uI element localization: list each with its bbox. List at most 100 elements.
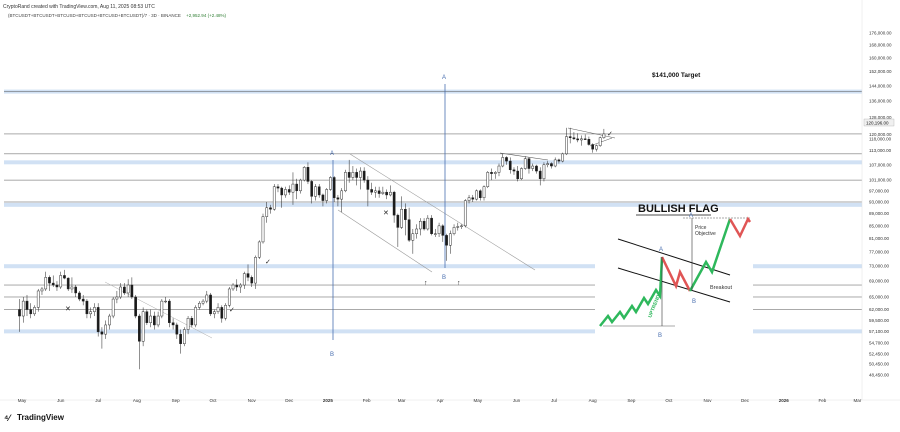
measure-label-b-2: B [442,275,446,281]
candle-body [227,288,231,306]
candle-body [70,286,74,290]
candle-body [134,296,137,317]
x-axis: May Jun Jul Aug Sep Oct Nov Dec 2025 Feb Mar Apr May… [18,398,862,403]
candle-body [389,191,392,196]
candle-body [580,138,583,141]
candle-body [516,170,520,180]
candle-body [595,145,598,150]
candle-body [254,257,257,284]
y-tick-label: 77,000.00 [869,250,890,255]
candle-body [370,189,373,193]
candle-body [546,163,550,166]
candle-body [482,186,486,198]
cross-marker: ✕ [65,306,71,313]
x-tick-label: Apr [437,398,445,403]
candle-body [565,136,568,155]
y-tick-label: 69,000.00 [869,279,890,284]
measure-label-b-1: B [330,352,334,358]
candle-body [329,177,332,190]
flag-title: BULLISH FLAG [638,203,719,215]
inset-label-a-2: A [689,213,693,219]
x-tick-label: May [18,398,27,403]
last-price-badge: 120,196.00 [863,118,895,127]
candle-body [550,163,553,167]
y-tick-label: 97,000.00 [869,188,890,193]
candle-body [396,214,400,228]
candle-body [179,333,182,344]
candle-body [160,300,164,317]
candle-body [400,208,403,228]
candle-body [344,172,347,192]
candle-body [460,225,463,227]
candle-body [216,307,220,312]
candle-body [276,186,280,189]
x-tick-label: Dec [285,398,294,403]
y-tick-label: 176,000.00 [869,30,892,35]
candle-body [362,170,366,181]
inset-label-a-1: A [659,247,663,253]
measure-label-a-1: A [330,151,334,157]
candle-body [448,233,452,246]
candle-body [21,300,25,317]
candle-body [340,190,343,200]
candle-body [145,311,149,323]
candle-body [490,172,493,174]
candle-body [141,311,145,342]
change-text: +2,952.94 (+2.48%) [186,13,226,18]
price-objective-label: Price Objective [695,225,716,237]
candle-body [467,197,471,201]
candle-body [284,189,287,196]
y-tick-label: 160,000.00 [869,56,892,61]
candle-body [520,168,523,180]
candle-body [153,315,156,326]
candle-body [51,282,55,286]
symbol-text: (BTCUSDT+BTCUSDT+BTCUSD+BTCUSD+BTCUSD+BT… [8,13,181,18]
x-tick-label: Aug [133,398,142,403]
candle-body [55,284,59,288]
y-tick-label: 81,000.00 [869,236,890,241]
candle-body [63,275,66,279]
candle-body [25,300,29,310]
x-tick-label: Mar [854,398,862,403]
candle-body [535,165,538,172]
inset-label-b-1: B [658,333,662,339]
candle-body [190,318,194,326]
x-tick-label: Jul [551,398,557,403]
candle-body [81,298,85,302]
candle-body [261,216,265,243]
candle-body [272,186,276,210]
x-tick-label: Sep [627,398,636,403]
y-tick-label: 101,000.00 [869,178,892,183]
candle-body [602,133,606,138]
candle-body [168,300,171,323]
x-tick-label: May [474,398,483,403]
candle-body [456,226,460,228]
candle-body [231,284,235,290]
early-trendline [104,281,213,339]
target-leg [728,216,752,239]
candle-body [512,169,516,172]
breakout-leg [688,218,732,292]
candles [18,127,606,370]
candle-body [553,159,557,167]
inset-lower-line [617,267,731,303]
candle-body [265,207,269,217]
y-tick-label: 128,000.00 [869,115,892,120]
candle-body [149,315,152,323]
candle-body [598,137,602,146]
candle-body [385,191,388,196]
candle-body [505,157,508,162]
candle-body [302,167,306,181]
breakout-label: Breakout [710,285,732,291]
candle-body [508,160,512,171]
y-tick-label: 50,450.00 [869,362,890,367]
candle-body [531,165,535,169]
candle-body [557,159,561,162]
up-arrow-marker: ↑ [424,280,428,287]
x-tick-label: Sep [172,398,181,403]
candle-body [246,273,250,278]
candle-body [359,170,362,178]
candle-body [486,172,490,187]
candle-body [445,235,448,246]
